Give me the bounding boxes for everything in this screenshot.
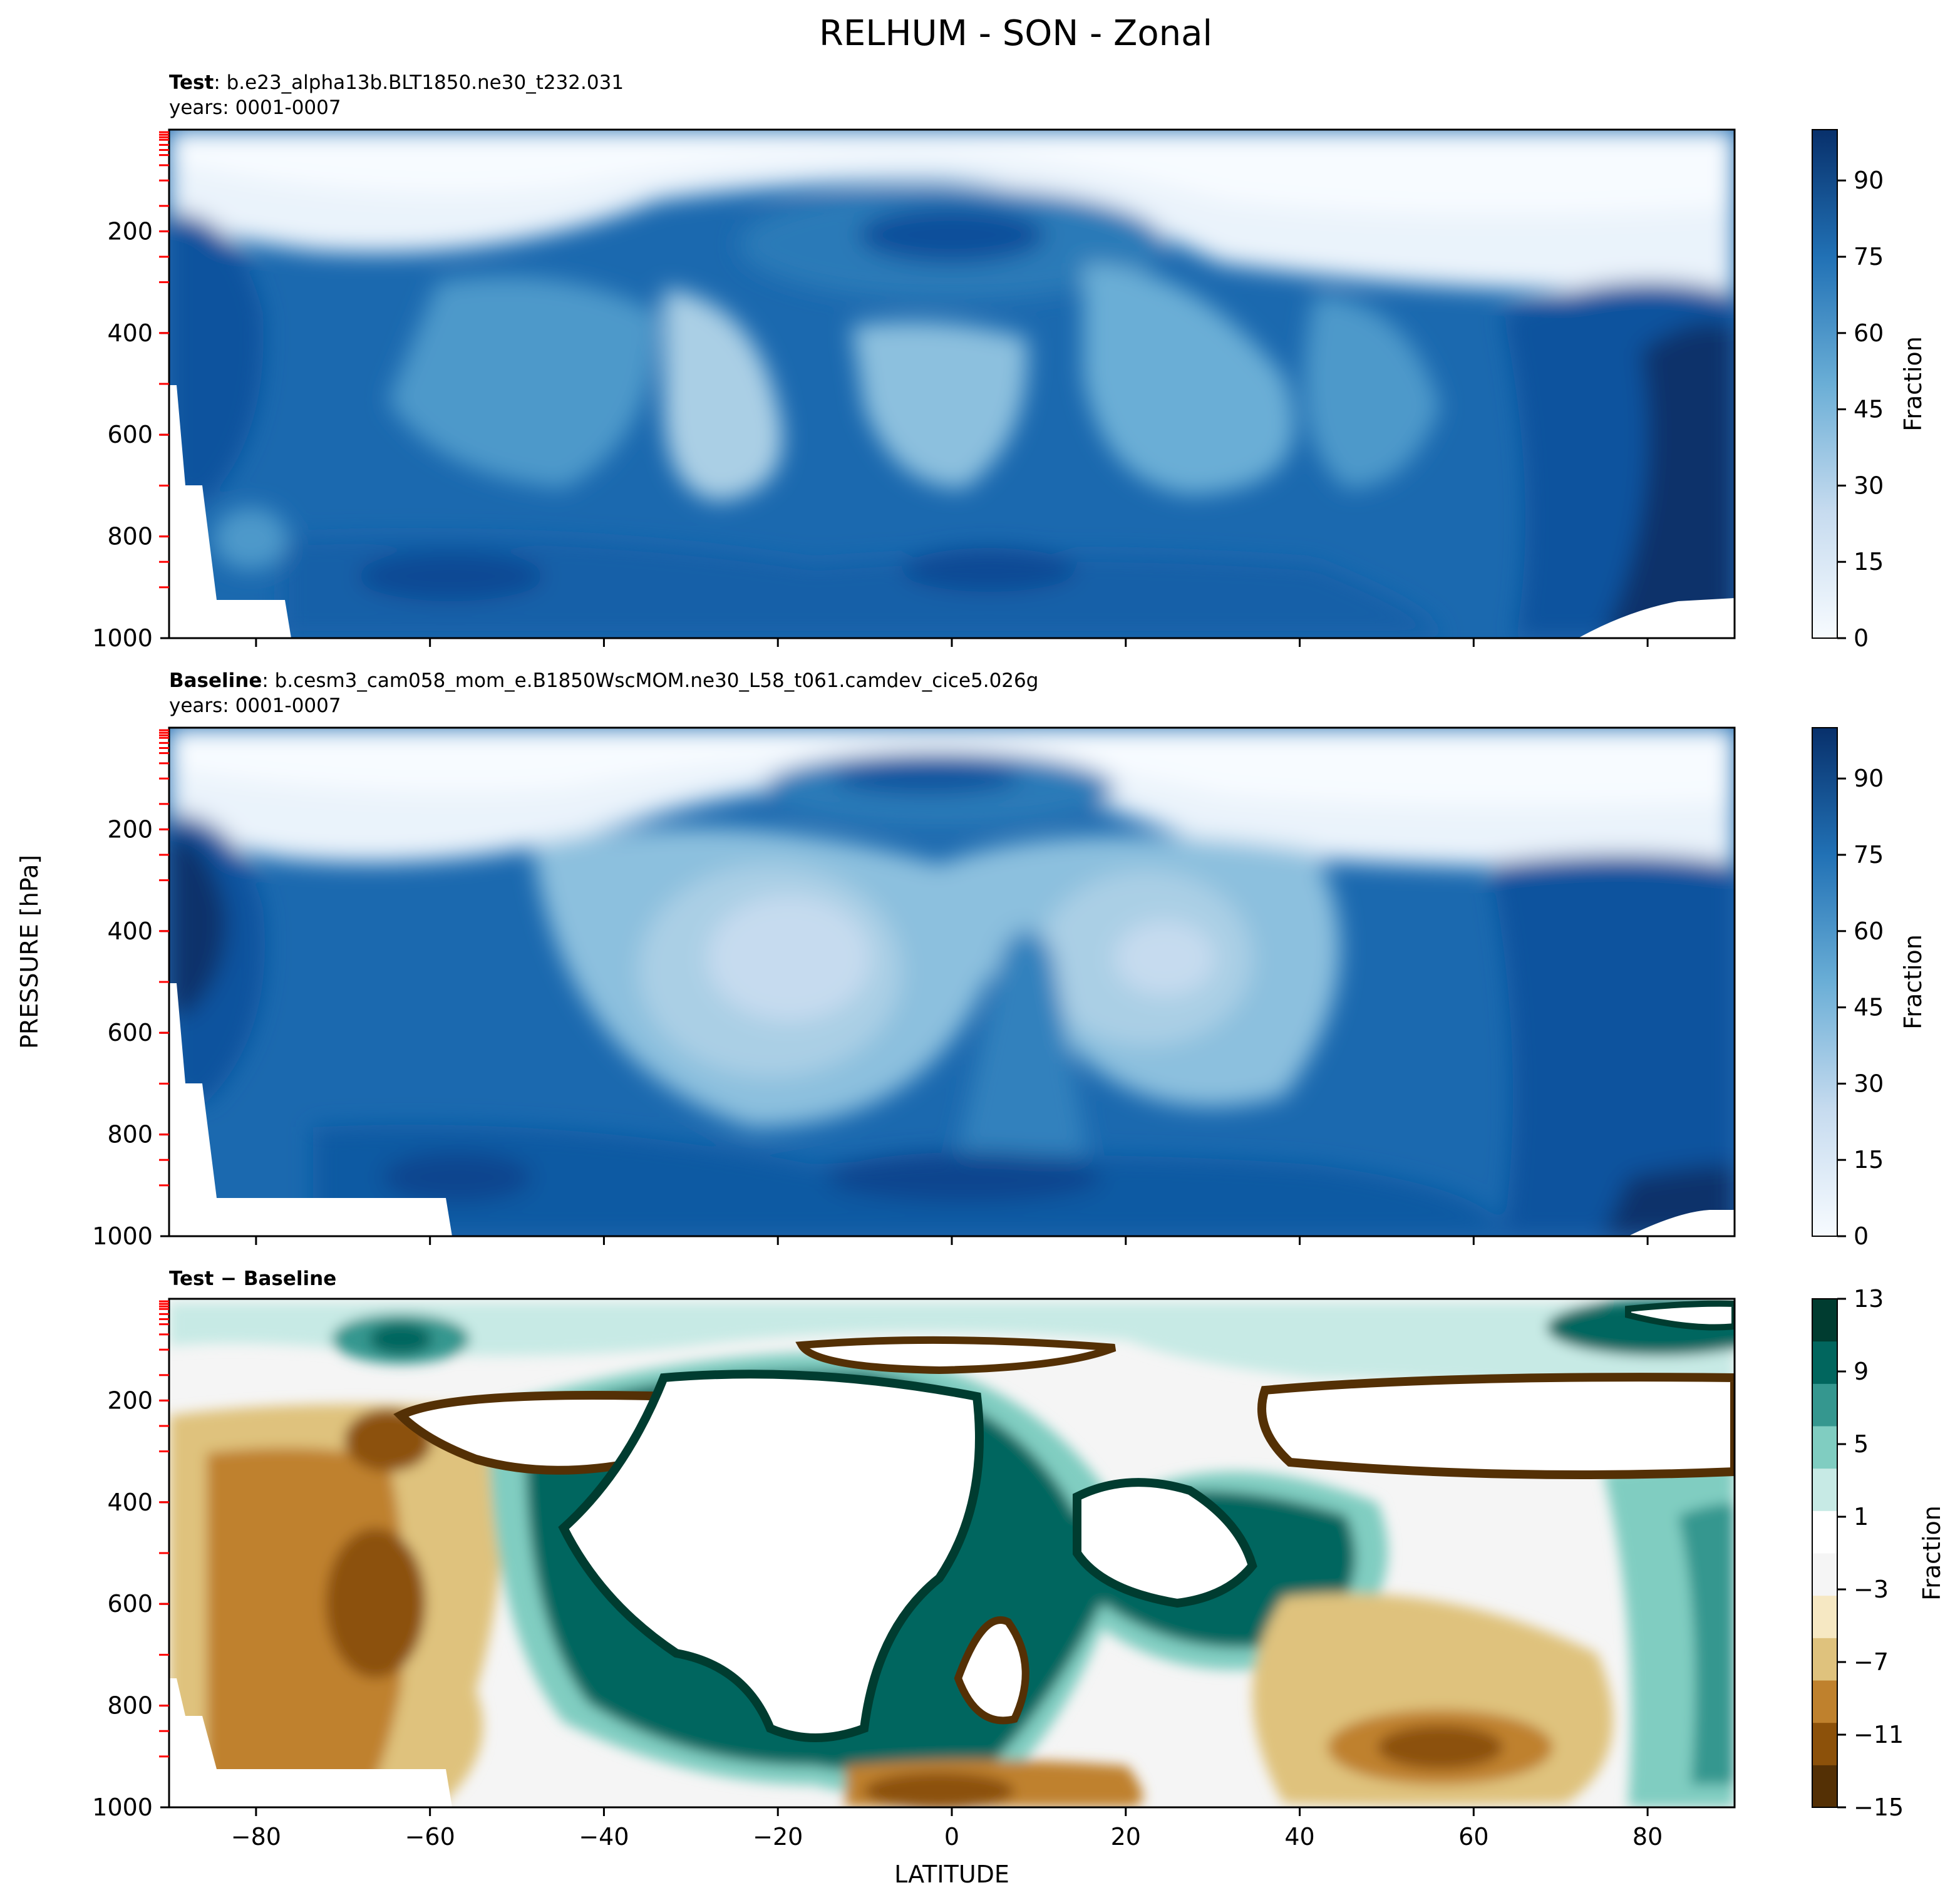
y-tick-label: 1000 xyxy=(92,1794,153,1821)
x-tick-label: −40 xyxy=(579,1823,629,1851)
panel-test-title: Test: b.e23_alpha13b.BLT1850.ne30_t232.0… xyxy=(169,71,624,94)
panel-diff: Test − Baseline xyxy=(92,1268,1946,1851)
panel-baseline-contour-field xyxy=(169,728,1735,1236)
colorbar-tick-label: 75 xyxy=(1854,243,1884,271)
colorbar-tick-label: 0 xyxy=(1854,624,1869,652)
colorbar-tick-label: 90 xyxy=(1854,765,1884,792)
panel-test-title-rest: : b.e23_alpha13b.BLT1850.ne30_t232.031 xyxy=(214,71,624,94)
x-tick-label: 20 xyxy=(1111,1823,1141,1851)
colorbar-tick-label: 0 xyxy=(1854,1222,1869,1250)
colorbar-tick-label: 75 xyxy=(1854,841,1884,869)
colorbar-band xyxy=(1812,1468,1837,1511)
colorbar-band xyxy=(1812,1426,1837,1469)
panel-test-contour-field xyxy=(169,130,1735,638)
colorbar-tick-label: 9 xyxy=(1854,1358,1869,1385)
colorbar-tick-label: −15 xyxy=(1854,1794,1904,1821)
panel-baseline-colorbar: 0 15 30 45 60 75 90 Fraction xyxy=(1812,727,1927,1250)
panel-test-title-bold: Test xyxy=(169,71,214,94)
colorbar-tick-label: 60 xyxy=(1854,917,1884,945)
x-tick-label: −80 xyxy=(231,1823,281,1851)
panel-baseline-title-rest: : b.cesm3_cam058_mom_e.B1850WscMOM.ne30_… xyxy=(262,669,1038,692)
colorbar-band xyxy=(1812,1595,1837,1638)
colorbar-tick-label: 5 xyxy=(1854,1430,1869,1458)
y-tick-label: 800 xyxy=(107,523,153,550)
colorbar-band xyxy=(1812,1341,1837,1384)
y-tick-label: 200 xyxy=(107,1386,153,1414)
x-tick-label: −60 xyxy=(405,1823,455,1851)
y-tick-label: 1000 xyxy=(92,1222,153,1250)
panel-test-colorbar-label: Fraction xyxy=(1899,336,1927,431)
colorbar-band xyxy=(1812,1510,1837,1554)
colorbar-tick-label: 13 xyxy=(1854,1285,1884,1313)
y-tick-label: 400 xyxy=(107,1489,153,1516)
colorbar-band xyxy=(1812,1638,1837,1681)
y-tick-label: 800 xyxy=(107,1692,153,1720)
colorbar-band xyxy=(1812,1553,1837,1596)
y-tick-label: 400 xyxy=(107,319,153,347)
panel-test-colorbar: 0 15 30 45 60 75 90 Fraction xyxy=(1812,129,1927,652)
panel-diff-title-bold: Test − Baseline xyxy=(169,1268,336,1290)
colorbar-tick-label: 30 xyxy=(1854,472,1884,499)
y-tick-label: 600 xyxy=(107,421,153,448)
panel-baseline-subtitle: years: 0001-0007 xyxy=(169,694,341,717)
x-axis-label: LATITUDE xyxy=(894,1861,1009,1888)
colorbar-tick-label: 90 xyxy=(1854,167,1884,194)
panel-diff-title: Test − Baseline xyxy=(169,1268,336,1290)
panel-baseline: Baseline: b.cesm3_cam058_mom_e.B1850WscM… xyxy=(92,669,1927,1250)
colorbar-tick-label: 60 xyxy=(1854,319,1884,347)
x-tick-label: 40 xyxy=(1284,1823,1314,1851)
y-tick-label: 600 xyxy=(107,1590,153,1618)
colorbar-tick-label: −11 xyxy=(1854,1721,1904,1748)
y-tick-label: 200 xyxy=(107,815,153,843)
x-tick-label: 0 xyxy=(944,1823,959,1851)
y-tick-label: 800 xyxy=(107,1121,153,1149)
colorbar-band xyxy=(1812,1680,1837,1723)
colorbar-tick-label: 45 xyxy=(1854,994,1884,1021)
colorbar-band xyxy=(1812,1765,1837,1808)
y-tick-label: 600 xyxy=(107,1019,153,1046)
x-tick-label: 60 xyxy=(1458,1823,1488,1851)
colorbar-tick-label: −3 xyxy=(1854,1576,1889,1603)
panel-diff-contour-field xyxy=(169,1299,1735,1807)
colorbar-tick-label: 30 xyxy=(1854,1070,1884,1097)
panel-baseline-colorbar-label: Fraction xyxy=(1899,934,1927,1030)
figure-title: RELHUM - SON - Zonal xyxy=(819,13,1212,54)
colorbar-band xyxy=(1812,1383,1837,1427)
x-tick-label: 80 xyxy=(1632,1823,1663,1851)
panel-diff-colorbar: −15 −11 −7 −3 1 5 9 13 Fraction xyxy=(1812,1285,1946,1821)
colorbar-tick-label: 1 xyxy=(1854,1503,1869,1531)
panel-baseline-title: Baseline: b.cesm3_cam058_mom_e.B1850WscM… xyxy=(169,669,1038,692)
colorbar-tick-label: 15 xyxy=(1854,548,1884,576)
y-tick-label: 1000 xyxy=(92,624,153,652)
panel-diff-colorbar-label: Fraction xyxy=(1918,1505,1946,1601)
y-tick-label: 200 xyxy=(107,217,153,245)
panel-test-subtitle: years: 0001-0007 xyxy=(169,96,341,119)
colorbar-tick-label: 15 xyxy=(1854,1146,1884,1174)
colorbar-band xyxy=(1812,1722,1837,1765)
y-tick-label: 400 xyxy=(107,917,153,945)
colorbar-tick-label: 45 xyxy=(1854,396,1884,423)
panel-test: Test: b.e23_alpha13b.BLT1850.ne30_t232.0… xyxy=(92,71,1927,652)
colorbar-tick-label: −7 xyxy=(1854,1648,1889,1676)
y-axis-label: PRESSURE [hPa] xyxy=(16,855,43,1049)
panel-baseline-title-bold: Baseline xyxy=(169,669,262,692)
x-tick-label: −20 xyxy=(753,1823,803,1851)
colorbar-band xyxy=(1812,1299,1837,1342)
